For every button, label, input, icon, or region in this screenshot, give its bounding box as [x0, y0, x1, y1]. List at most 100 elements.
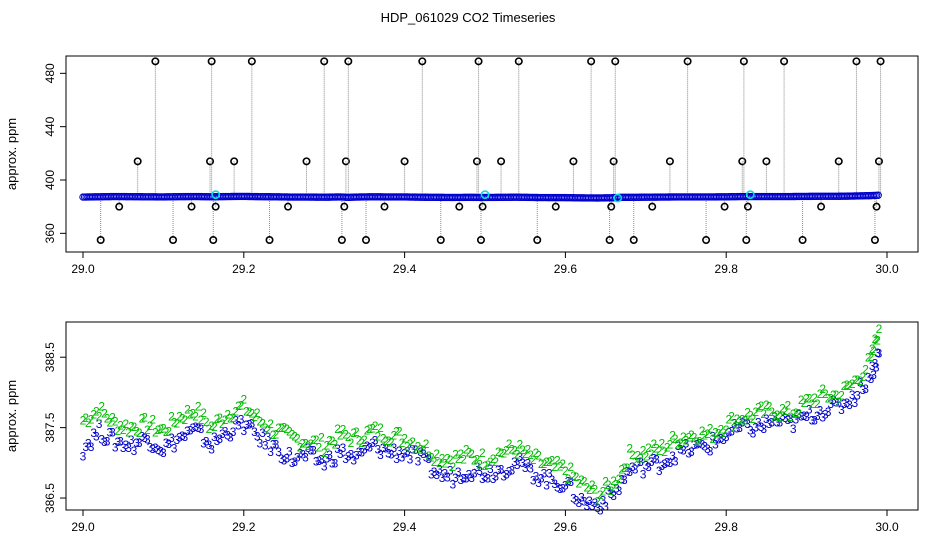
- series-3-point: 3: [243, 418, 250, 432]
- series-2-point: 2: [155, 423, 162, 437]
- series-2-point: 2: [589, 478, 596, 492]
- y-tick-label: 388.5: [43, 342, 57, 372]
- series-3-point: 3: [704, 442, 711, 456]
- series-2-point: 2: [562, 464, 569, 478]
- series-3-point: 3: [621, 473, 628, 487]
- series-2-point: 2: [747, 408, 754, 422]
- series-2-point: 2: [795, 407, 802, 421]
- x-tick-label: 29.8: [715, 262, 739, 276]
- series-3-point: 3: [637, 455, 644, 469]
- series-2-point: 2: [557, 460, 564, 474]
- series-2-point: 2: [565, 472, 572, 486]
- series-2-point: 2: [519, 443, 526, 457]
- series-2-point: 2: [860, 370, 867, 384]
- series-2-point: 2: [640, 443, 647, 457]
- series-3-point: 3: [388, 447, 395, 461]
- series-3-point: 3: [739, 416, 746, 430]
- series-2-point: 2: [637, 451, 644, 465]
- outlier-point: [476, 236, 485, 245]
- series-3-point: 3: [195, 421, 202, 435]
- series-2-point: 2: [479, 446, 486, 460]
- series-2-point: 2: [541, 457, 548, 471]
- series-2-point: 2: [717, 422, 724, 436]
- series-2-point: 2: [857, 374, 864, 388]
- series-2-point: 2: [428, 450, 435, 464]
- series-3-point: 3: [535, 476, 542, 490]
- series-2-point: 2: [755, 401, 762, 415]
- outlier-point: [284, 202, 293, 211]
- series-3-point: 3: [869, 359, 876, 373]
- series-3-point: 3: [795, 408, 802, 422]
- series-3-point: 3: [401, 446, 408, 460]
- series-3-point: 3: [543, 478, 550, 492]
- series-2-point: 2: [93, 405, 100, 419]
- series-3-point: 3: [251, 425, 258, 439]
- series-3-point: 3: [399, 451, 406, 465]
- outlier-point: [665, 157, 674, 166]
- series-3-point: 3: [342, 452, 349, 466]
- series-3-point: 3: [286, 445, 293, 459]
- series-3-point: 3: [372, 434, 379, 448]
- series-3-point: 3: [551, 477, 558, 491]
- series-2-point: 2: [474, 453, 481, 467]
- series-3-point: 3: [165, 437, 172, 451]
- series-2-point: 2: [356, 434, 363, 448]
- outlier-point: [742, 236, 751, 245]
- series-3-point: 3: [747, 424, 754, 438]
- series-3-point: 3: [246, 417, 253, 431]
- series-2-point: 2: [771, 409, 778, 423]
- bottom-series-2-layer: 2222222222222222222222222222222222222222…: [80, 322, 883, 508]
- series-3-point: 3: [385, 446, 392, 460]
- series-3-point: 3: [530, 473, 537, 487]
- series-2-point: 2: [656, 444, 663, 458]
- series-3-point: 3: [315, 454, 322, 468]
- series-3-point: 3: [825, 405, 832, 419]
- series-2-point: 2: [559, 457, 566, 471]
- series-2-point: 2: [458, 447, 465, 461]
- series-2-point: 2: [533, 446, 540, 460]
- series-2-point: 2: [299, 436, 306, 450]
- series-3-point: 3: [629, 460, 636, 474]
- series-3-point: 3: [589, 499, 596, 513]
- outlier-point: [569, 157, 578, 166]
- series-3-point: 3: [337, 447, 344, 461]
- series-2-point: 2: [128, 420, 135, 434]
- series-3-point: 3: [125, 441, 132, 455]
- series-3-point: 3: [187, 423, 194, 437]
- series-3-point: 3: [874, 346, 881, 360]
- series-3-point: 3: [833, 396, 840, 410]
- series-2-point: 2: [768, 405, 775, 419]
- series-3-point: 3: [715, 432, 722, 446]
- series-2-point: 2: [136, 426, 143, 440]
- series-3-point: 3: [334, 442, 341, 456]
- series-3-point: 3: [214, 434, 221, 448]
- series-2-point: 2: [165, 425, 172, 439]
- series-3-point: 3: [297, 446, 304, 460]
- series-2-point: 2: [527, 448, 534, 462]
- series-2-point: 2: [380, 432, 387, 446]
- outlier-point: [605, 236, 614, 245]
- series-3-point: 3: [675, 439, 682, 453]
- series-3-point: 3: [498, 462, 505, 476]
- outlier-point: [609, 157, 618, 166]
- series-3-point: 3: [275, 445, 282, 459]
- series-3-point: 3: [835, 395, 842, 409]
- outlier-point: [169, 236, 178, 245]
- series-3-point: 3: [602, 499, 609, 513]
- bottom-x-axis: 29.0 29.2 29.4 29.6 29.8 30.0: [71, 510, 899, 534]
- series-3-point: 3: [305, 441, 312, 455]
- series-3-point: 3: [222, 425, 229, 439]
- series-3-point: 3: [265, 430, 272, 444]
- series-2-point: 2: [602, 475, 609, 489]
- series-2-point: 2: [809, 397, 816, 411]
- series-2-point: 2: [683, 433, 690, 447]
- outlier-point: [472, 157, 481, 166]
- series-3-point: 3: [471, 466, 478, 480]
- series-2-point: 2: [436, 456, 443, 470]
- series-2-point: 2: [492, 455, 499, 469]
- series-2-point: 2: [307, 437, 314, 451]
- series-2-point: 2: [184, 402, 191, 416]
- series-3-point: 3: [857, 376, 864, 390]
- series-3-point: 3: [235, 419, 242, 433]
- outlier-point: [344, 57, 353, 66]
